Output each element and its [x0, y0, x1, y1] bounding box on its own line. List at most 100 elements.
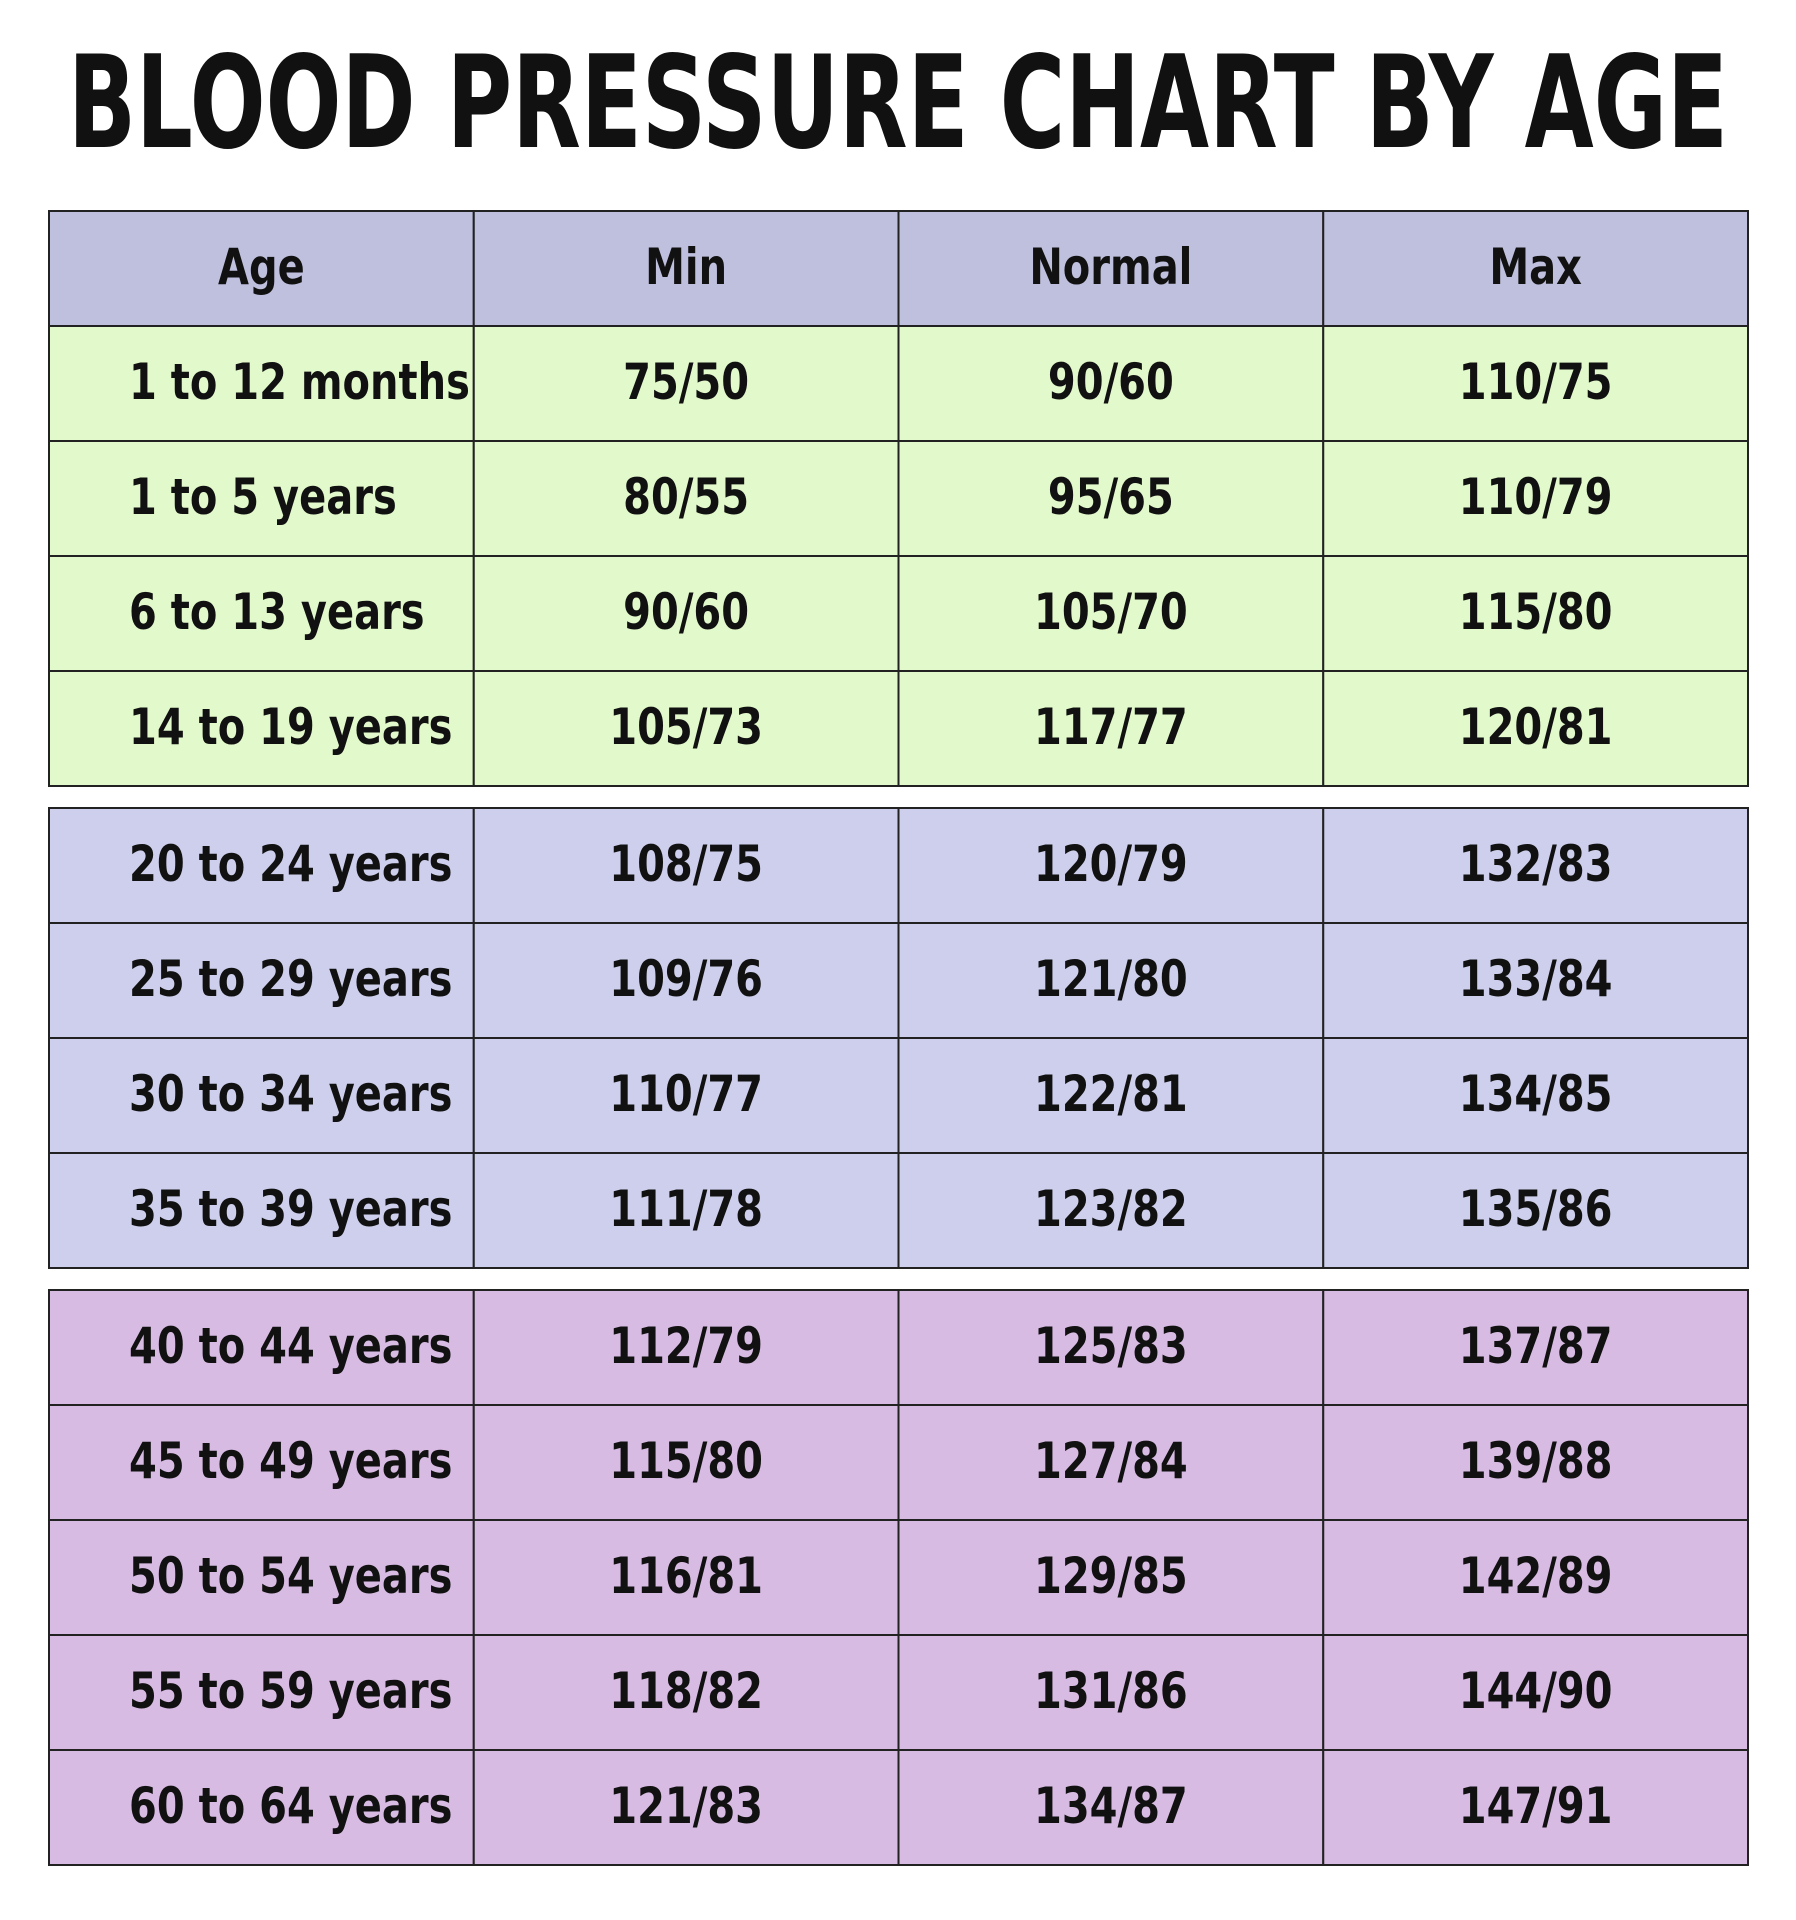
cell-text: 147/91 — [1459, 1777, 1613, 1835]
cell-text: 111/78 — [609, 1180, 763, 1238]
table-cell — [1322, 1519, 1749, 1636]
cell-text: 50 to 54 years — [129, 1547, 452, 1605]
table-cell — [48, 1519, 475, 1636]
cell-text: 132/83 — [1459, 835, 1613, 893]
header-cell — [48, 210, 475, 327]
cell-text: 95/65 — [1048, 468, 1174, 526]
table-cell — [897, 555, 1325, 672]
cell-text: 55 to 59 years — [129, 1662, 452, 1720]
table-cell — [472, 1289, 900, 1406]
header-text: Age — [218, 238, 305, 296]
header-cell — [1322, 210, 1749, 327]
cell-text: 75/50 — [623, 353, 749, 411]
table-cell — [48, 922, 475, 1039]
cell-text: 45 to 49 years — [129, 1432, 452, 1490]
table-cell — [48, 670, 475, 787]
cell-text: 90/60 — [1048, 353, 1174, 411]
table-cell — [897, 1289, 1325, 1406]
table-cell — [48, 807, 475, 924]
table-cell — [1322, 922, 1749, 1039]
cell-text: 125/83 — [1034, 1317, 1188, 1375]
cell-text: 142/89 — [1459, 1547, 1613, 1605]
table-cell — [1322, 440, 1749, 557]
cell-text: 120/79 — [1034, 835, 1188, 893]
table-cell — [472, 1152, 900, 1269]
table-cell — [1322, 670, 1749, 787]
cell-text: 108/75 — [609, 835, 763, 893]
table-cell — [1322, 1404, 1749, 1521]
cell-text: 139/88 — [1459, 1432, 1613, 1490]
table-cell — [472, 807, 900, 924]
table-cell — [48, 1037, 475, 1154]
cell-text: 135/86 — [1459, 1180, 1613, 1238]
header-text: Normal — [1029, 238, 1192, 296]
cell-text: 115/80 — [609, 1432, 763, 1490]
table-cell — [1322, 1749, 1749, 1866]
cell-text: 60 to 64 years — [129, 1777, 452, 1835]
cell-text: 6 to 13 years — [129, 583, 425, 641]
table-cell — [897, 1749, 1325, 1866]
table-cell — [48, 555, 475, 672]
table-cell — [472, 1404, 900, 1521]
cell-text: 1 to 12 months — [129, 353, 470, 411]
table-cell — [472, 555, 900, 672]
cell-text: 133/84 — [1459, 950, 1613, 1008]
cell-text: 40 to 44 years — [129, 1317, 452, 1375]
header-text: Min — [645, 238, 727, 296]
table-cell — [897, 1037, 1325, 1154]
cell-text: 137/87 — [1459, 1317, 1613, 1375]
table-cell — [897, 1634, 1325, 1751]
cell-text: 120/81 — [1459, 698, 1613, 756]
table-cell — [897, 1519, 1325, 1636]
table-cell — [472, 1519, 900, 1636]
cell-text: 105/73 — [609, 698, 763, 756]
table-cell — [472, 325, 900, 442]
table-cell — [48, 325, 475, 442]
cell-text: 116/81 — [609, 1547, 763, 1605]
table-cell — [1322, 807, 1749, 924]
table-cell — [48, 1634, 475, 1751]
table-cell — [1322, 1152, 1749, 1269]
cell-text: 1 to 5 years — [129, 468, 397, 526]
table-cell — [897, 1404, 1325, 1521]
cell-text: 123/82 — [1034, 1180, 1188, 1238]
cell-text: 20 to 24 years — [129, 835, 452, 893]
page-title: BLOOD PRESSURE CHART BY AGE — [68, 29, 1728, 178]
table-cell — [472, 670, 900, 787]
table-cell — [1322, 325, 1749, 442]
table-cell — [897, 807, 1325, 924]
table-cell — [897, 670, 1325, 787]
table-cell — [897, 922, 1325, 1039]
cell-text: 118/82 — [609, 1662, 763, 1720]
cell-text: 144/90 — [1459, 1662, 1613, 1720]
cell-text: 25 to 29 years — [129, 950, 452, 1008]
cell-text: 110/79 — [1459, 468, 1613, 526]
cell-text: 90/60 — [623, 583, 749, 641]
cell-text: 117/77 — [1034, 698, 1188, 756]
cell-text: 134/87 — [1034, 1777, 1188, 1835]
cell-text: 35 to 39 years — [129, 1180, 452, 1238]
header-text: Max — [1489, 238, 1582, 296]
cell-text: 105/70 — [1034, 583, 1188, 641]
cell-text: 110/77 — [609, 1065, 763, 1123]
table-cell — [472, 1749, 900, 1866]
header-cell — [472, 210, 900, 327]
cell-text: 122/81 — [1034, 1065, 1188, 1123]
cell-text: 110/75 — [1459, 353, 1613, 411]
cell-text: 121/80 — [1034, 950, 1188, 1008]
table-cell — [48, 1749, 475, 1866]
table-cell — [472, 440, 900, 557]
cell-text: 127/84 — [1034, 1432, 1188, 1490]
cell-text: 14 to 19 years — [129, 698, 452, 756]
cell-text: 129/85 — [1034, 1547, 1188, 1605]
cell-text: 112/79 — [609, 1317, 763, 1375]
cell-text: 134/85 — [1459, 1065, 1613, 1123]
table-cell — [1322, 1634, 1749, 1751]
cell-text: 109/76 — [609, 950, 763, 1008]
table-cell — [48, 1289, 475, 1406]
cell-text: 121/83 — [609, 1777, 763, 1835]
cell-text: 30 to 34 years — [129, 1065, 452, 1123]
cell-text: 80/55 — [623, 468, 749, 526]
header-cell — [897, 210, 1325, 327]
